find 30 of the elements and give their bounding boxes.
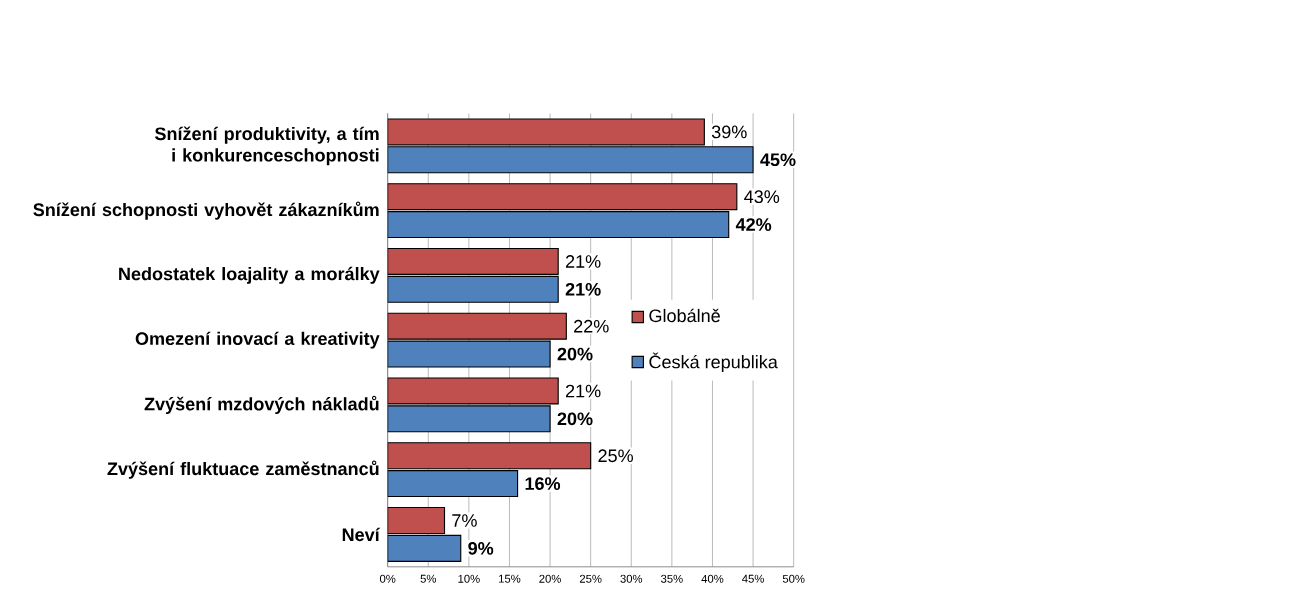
data-label: 21% — [565, 384, 601, 398]
bar — [387, 275, 559, 303]
data-label: 16% — [525, 477, 561, 490]
bar — [387, 534, 462, 562]
y-tick-label: Nedostatek loajality a morálky — [119, 266, 380, 284]
data-label: 25% — [598, 449, 633, 462]
data-label: 20% — [557, 347, 593, 361]
data-label: 42% — [735, 218, 772, 231]
bar — [387, 146, 754, 174]
bar — [387, 469, 519, 497]
data-label: 9% — [468, 541, 494, 555]
y-tick-label: Omezení inovací a kreativity — [135, 331, 380, 349]
data-label: 39% — [711, 125, 747, 139]
data-label: 21% — [565, 254, 601, 268]
data-label: 7% — [452, 514, 477, 527]
y-tick-label: Snížení schopnosti vyhovět zákazníkům — [33, 201, 379, 220]
bar — [387, 405, 551, 433]
bar — [387, 340, 551, 368]
y-tick-label: Zvýšení mzdových nákladů — [144, 395, 379, 414]
y-tick-label: Snížení produktivity, a tím i konkurenceschopnosti — [154, 126, 379, 166]
y-tick-label: Neví — [342, 527, 381, 542]
data-label: 45% — [760, 153, 796, 166]
y-tick-label: Zvýšení fluktuace zaměstnanců — [107, 460, 379, 479]
data-label: 20% — [557, 412, 593, 426]
data-label: 22% — [574, 319, 609, 333]
data-label: 21% — [565, 282, 601, 296]
legend-label: Česká republika — [649, 352, 778, 372]
data-label: 43% — [744, 190, 780, 203]
legend-label: Globálně — [649, 308, 720, 323]
bar — [387, 210, 730, 238]
